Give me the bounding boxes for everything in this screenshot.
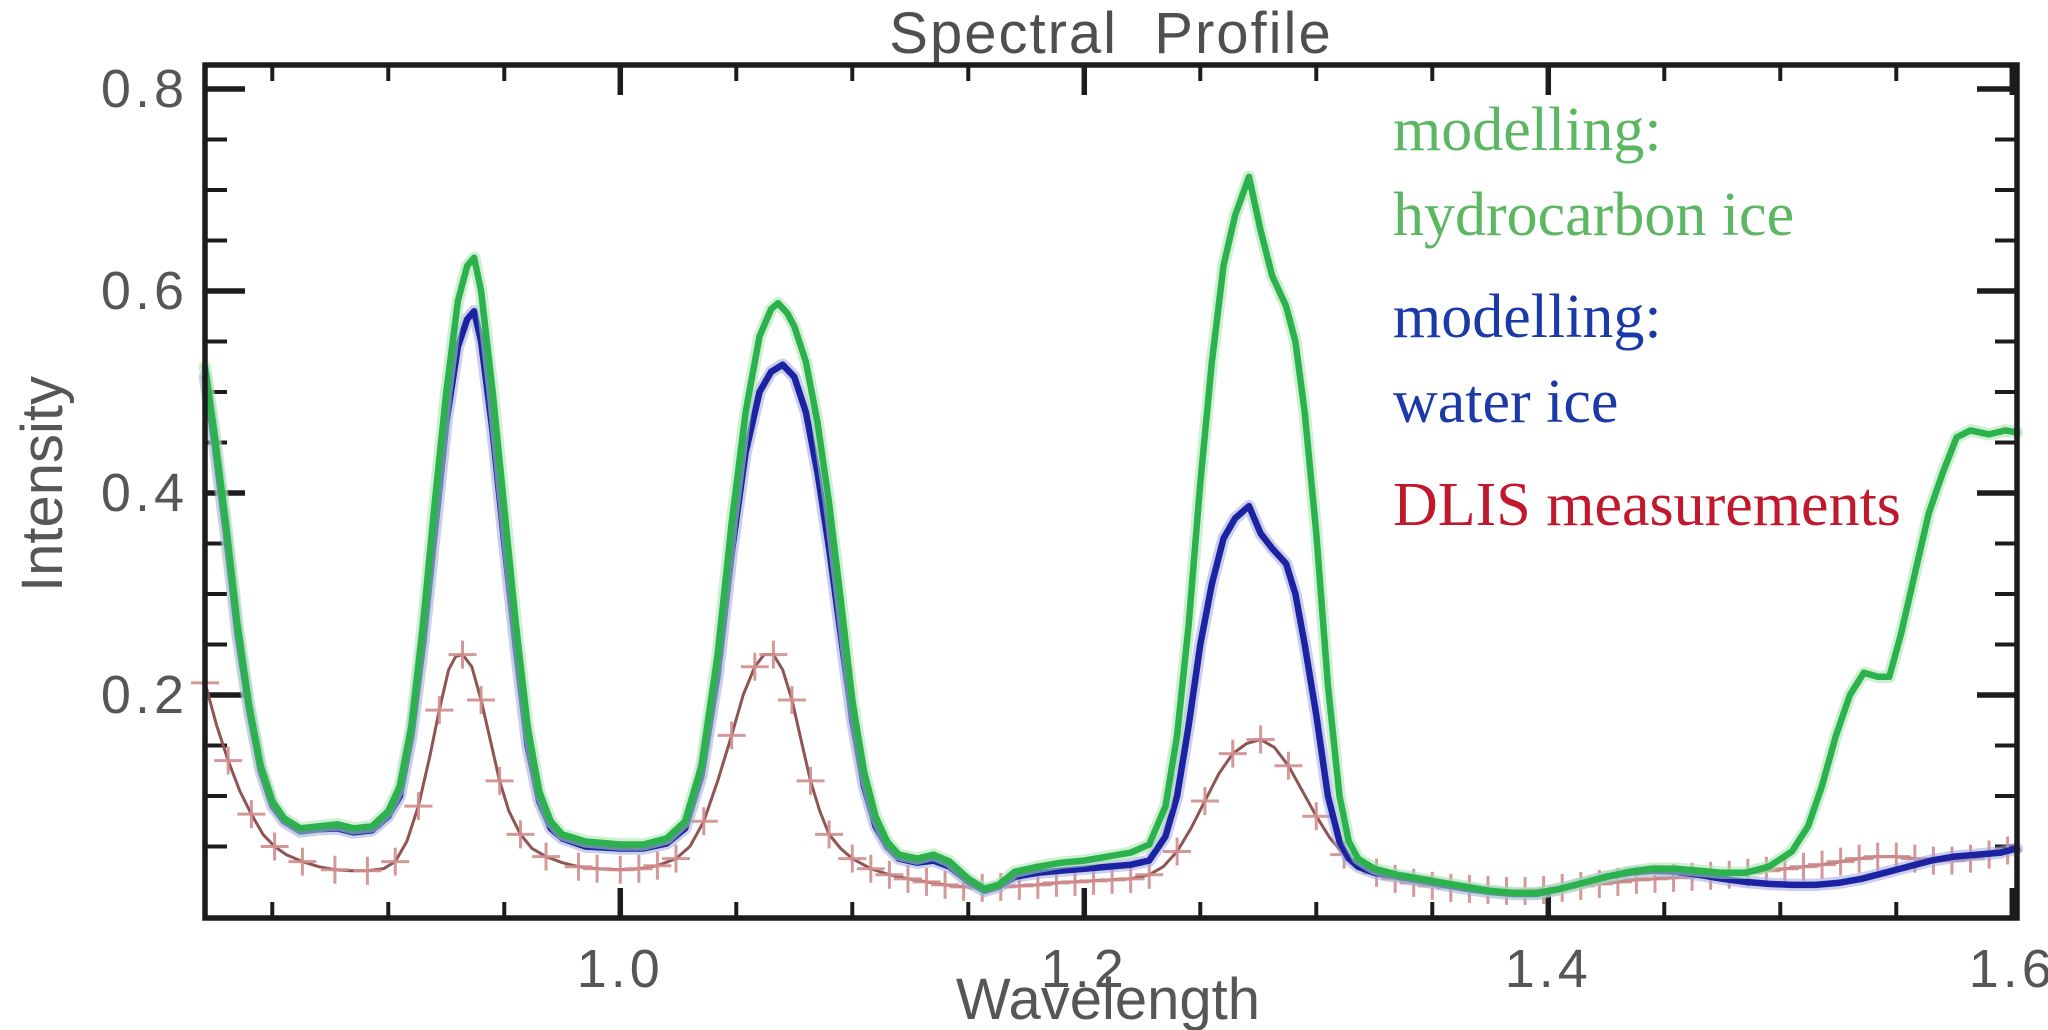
y-tick-label-0.8: 0.8 (100, 59, 188, 119)
y-tick-label-0.2: 0.2 (100, 665, 188, 725)
x-tick-label-1.4: 1.4 (1504, 939, 1592, 999)
x-tick-label-1.0: 1.0 (576, 939, 664, 999)
legend-label-dlis-measurements: DLIS measurements (1393, 471, 1901, 539)
x-axis-title: Wavelength (955, 967, 1261, 1030)
legend-label-modelling-water-ice-line2: water ice (1393, 368, 1619, 436)
series-halo (198, 304, 2024, 901)
series-line-water-ice (201, 307, 2021, 898)
plot-frame (202, 62, 2020, 921)
y-tick-label-0.6: 0.6 (100, 261, 188, 321)
y-tick-label-0.4: 0.4 (100, 463, 188, 523)
series-line-hydrocarbon-ice (201, 173, 2021, 897)
legend-label-modelling-water-ice-line1: modelling: (1393, 283, 1662, 351)
chart-title: Spectral Profile (889, 1, 1333, 66)
x-tick-label-1.2: 1.2 (1040, 939, 1128, 999)
legend-label-modelling-hydrocarbon-ice-line1: modelling: (1393, 96, 1662, 164)
x-tick-label-1.6: 1.6 (1968, 939, 2048, 999)
legend-label-modelling-hydrocarbon-ice-line2: hydrocarbon ice (1393, 181, 1795, 249)
